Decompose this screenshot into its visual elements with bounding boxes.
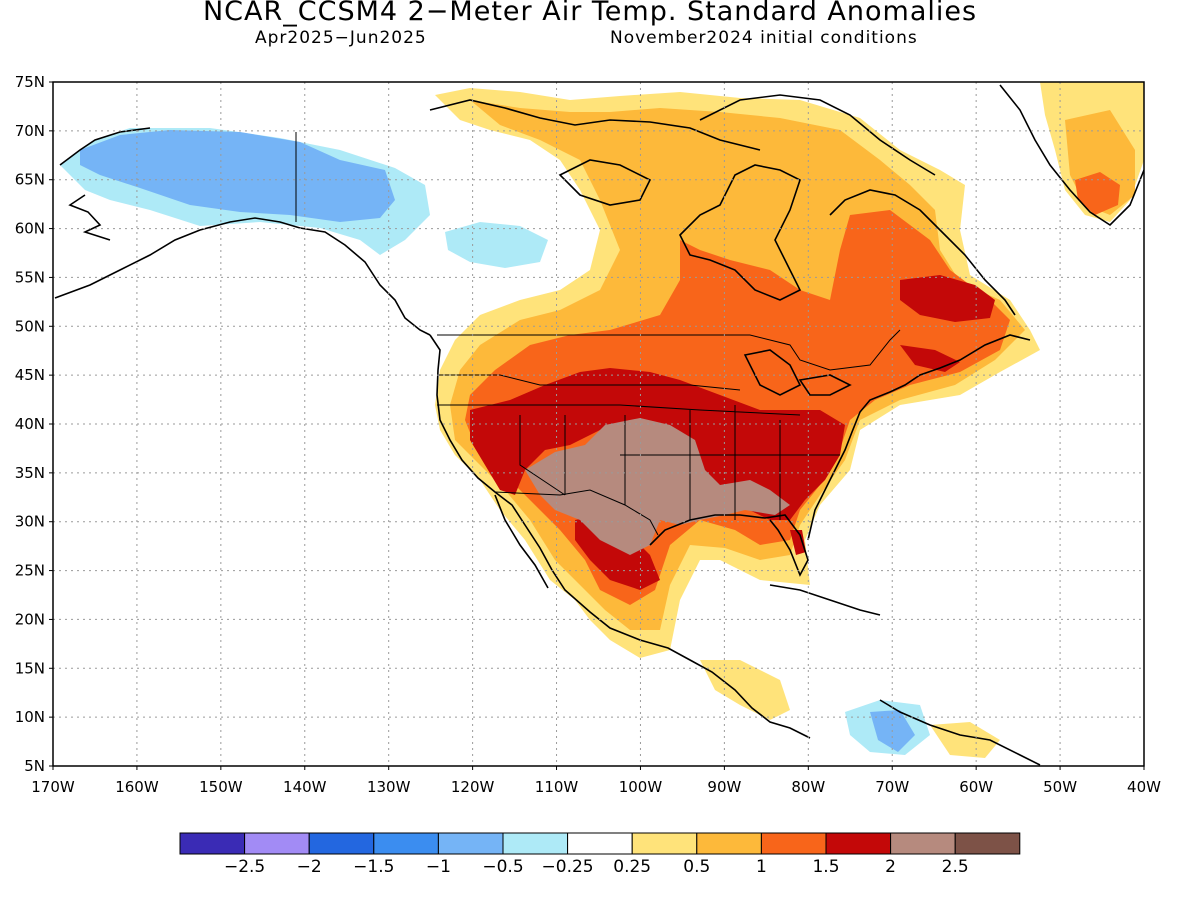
lat-tick-label: 65N (15, 171, 45, 189)
colorbar-swatch (308, 832, 375, 855)
lon-tick-label: 70W (875, 778, 909, 796)
colorbar-swatch (890, 832, 956, 855)
colorbar-label: 2.5 (942, 857, 969, 877)
colorbar-swatch (179, 832, 246, 855)
colorbar-label: 2 (885, 857, 896, 877)
lon-tick-label: 90W (707, 778, 741, 796)
colorbar-swatch (696, 832, 762, 855)
colorbar-label: −0.25 (542, 857, 594, 877)
colorbar-label: −2 (297, 857, 322, 877)
lon-tick-label: 50W (1043, 778, 1077, 796)
greenland-dark-orange (1075, 172, 1120, 215)
colorbar-label: 0.25 (613, 857, 651, 877)
longitude-axis: 170W 160W 150W 140W 130W 120W 110W 100W 90W 80W 70… (31, 766, 1161, 796)
lon-tick-label: 140W (283, 778, 327, 796)
hudson-bay (679, 164, 802, 301)
colorbar-swatch (502, 832, 569, 855)
colorbar-label: −2.5 (224, 857, 265, 877)
lon-tick-label: 60W (959, 778, 993, 796)
greenland (999, 84, 1144, 227)
lon-tick-label: 150W (199, 778, 243, 796)
map-title: NCAR_CCSM4 2−Meter Air Temp. Standard An… (202, 0, 978, 27)
cuba (769, 584, 881, 616)
us-state-borders (437, 374, 840, 520)
lat-tick-label: 75N (15, 73, 45, 91)
colorbar-swatch (373, 832, 439, 855)
lat-tick-label: 15N (15, 659, 45, 677)
lat-tick-label: 50N (15, 317, 45, 335)
colorbar-swatch (954, 832, 1021, 855)
lat-tick-label: 5N (24, 757, 45, 775)
lat-lon-grid (53, 82, 1144, 766)
political-borders (295, 132, 901, 536)
colorbar-label: 1.5 (812, 857, 839, 877)
anomaly-fields (60, 82, 1144, 758)
colorbar-swatch (244, 832, 310, 855)
lat-tick-label: 60N (15, 220, 45, 238)
lat-tick-label: 45N (15, 366, 45, 384)
lon-tick-label: 120W (451, 778, 495, 796)
south-america (879, 699, 1041, 766)
forecast-period: Apr2025−Jun2025 (255, 28, 427, 48)
lat-tick-label: 20N (15, 610, 45, 628)
lat-tick-label: 40N (15, 415, 45, 433)
alaska-cool-medium (80, 130, 395, 222)
lat-tick-label: 70N (15, 122, 45, 140)
lon-tick-label: 170W (31, 778, 75, 796)
initial-conditions: November2024 initial conditions (610, 28, 918, 48)
lat-tick-label: 25N (15, 562, 45, 580)
lat-tick-label: 10N (15, 708, 45, 726)
us-mexico-border (494, 489, 659, 536)
central-america-yellow (700, 660, 790, 720)
colorbar-label: 0.5 (683, 857, 710, 877)
lon-tick-label: 110W (535, 778, 579, 796)
lat-tick-label: 35N (15, 464, 45, 482)
colorbar-swatch (631, 832, 698, 855)
colorbar-swatch (825, 832, 892, 855)
hudson-west-cool (445, 222, 548, 268)
colorbar-label: −1 (426, 857, 451, 877)
lat-tick-label: 30N (15, 513, 45, 531)
lon-tick-label: 100W (619, 778, 663, 796)
lon-tick-label: 130W (367, 778, 411, 796)
us-canada-border (437, 329, 901, 371)
latitude-axis: 75N 70N 65N 60N 55N 50N 45N 40N 35N 30N 25N 20N 15N 1… (15, 73, 53, 775)
colorbar-label: −0.5 (482, 857, 523, 877)
great-lakes (743, 349, 852, 396)
southwest-brown-region (525, 418, 790, 555)
lon-tick-label: 160W (115, 778, 159, 796)
arctic-coast (429, 94, 936, 206)
baja (494, 494, 549, 589)
colorbar-swatch (760, 832, 827, 855)
lat-tick-label: 55N (15, 268, 45, 286)
quebec-red (900, 275, 995, 322)
colorbar: −2.5 −2 −1.5 −1 −0.5 −0.25 0.25 0.5 1 1.5 2 2.5 (179, 832, 1021, 877)
lon-tick-label: 40W (1127, 778, 1161, 796)
coastlines (54, 84, 1144, 766)
alaska-coast (54, 127, 431, 336)
west-coast (429, 334, 811, 739)
florida-red (790, 530, 806, 555)
colorbar-swatch (437, 832, 504, 855)
east-coast (807, 334, 1031, 541)
colorbar-label: −1.5 (353, 857, 394, 877)
colorbar-swatch (567, 832, 633, 855)
labrador (829, 189, 1016, 316)
colorbar-label: 1 (756, 857, 767, 877)
lon-tick-label: 80W (791, 778, 825, 796)
